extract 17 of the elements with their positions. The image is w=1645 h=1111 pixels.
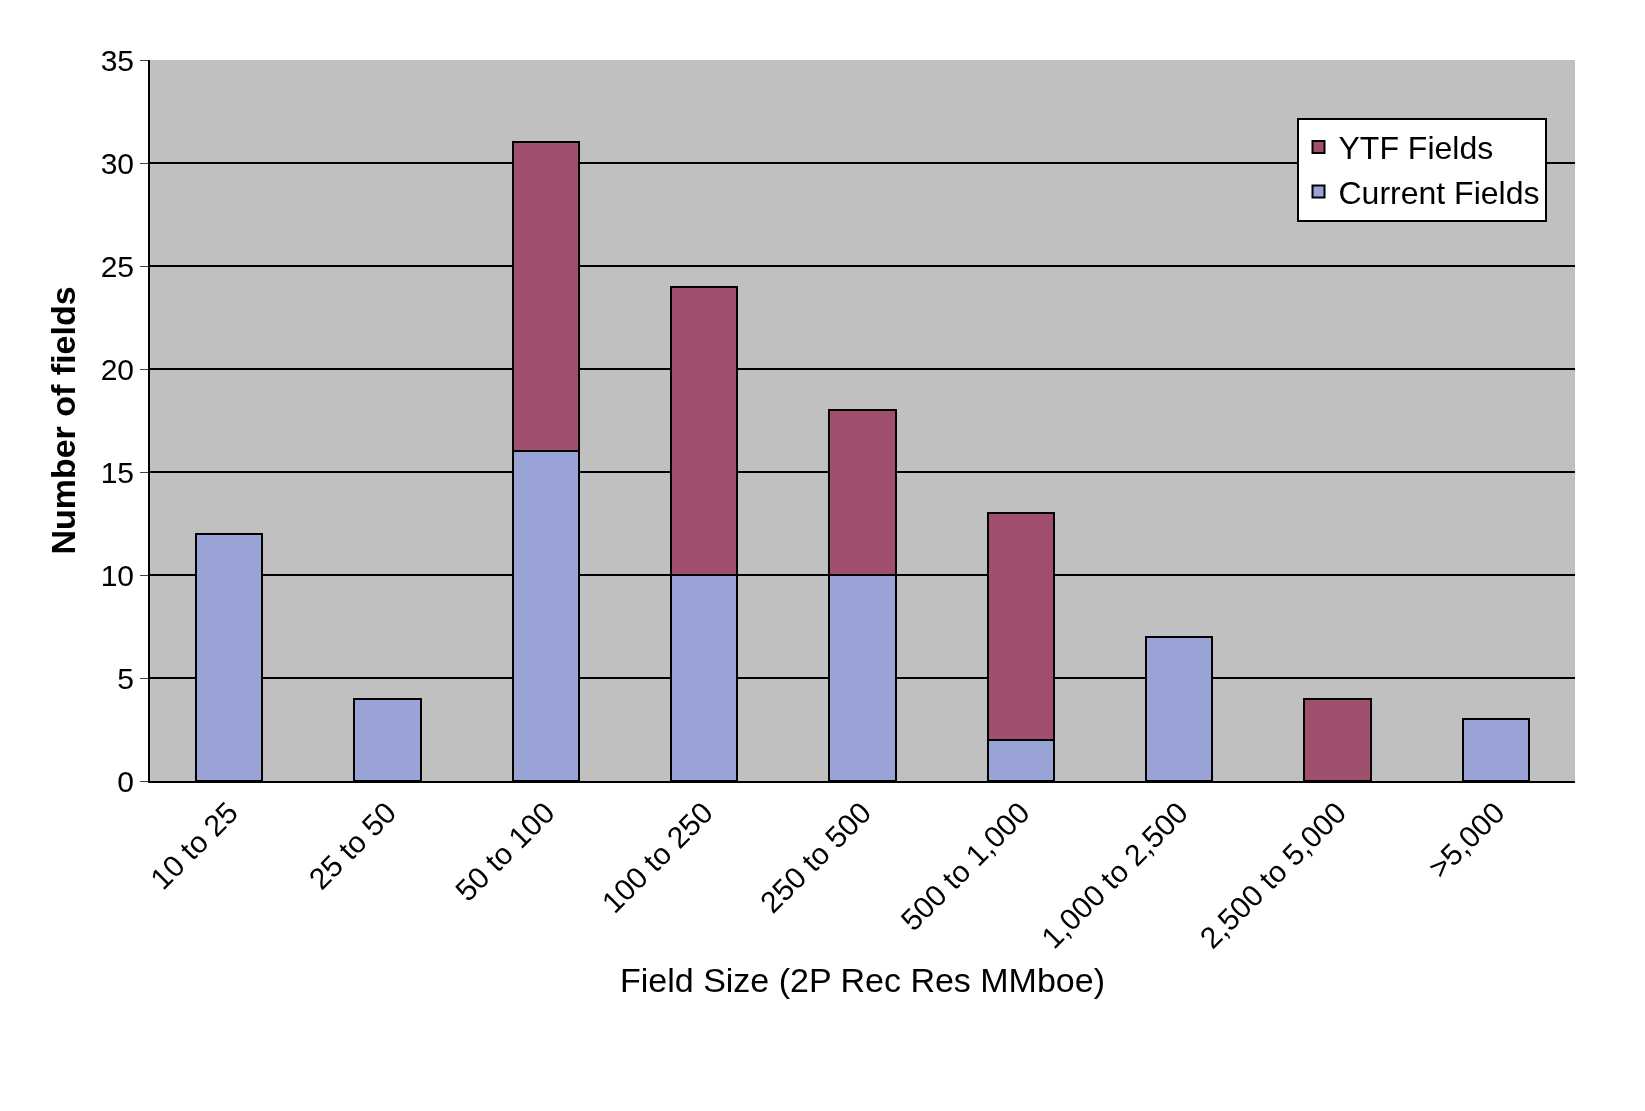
y-tick-label: 35 bbox=[100, 43, 134, 77]
y-tick-label: 25 bbox=[100, 249, 134, 283]
y-tick-label: 10 bbox=[100, 558, 134, 592]
y-tick-label: 0 bbox=[117, 764, 134, 798]
x-tick-label: 50 to 100 bbox=[448, 795, 561, 908]
legend-label: YTF Fields bbox=[1338, 130, 1494, 167]
y-axis-title: Number of fields bbox=[43, 286, 82, 555]
x-tick-label: 100 to 250 bbox=[595, 795, 720, 920]
y-tick-label: 30 bbox=[100, 146, 134, 180]
x-axis-title: Field Size (2P Rec Res MMboe) bbox=[620, 961, 1105, 1000]
x-tick-label: 25 to 50 bbox=[302, 795, 403, 896]
y-tick-label: 20 bbox=[100, 352, 134, 386]
x-tick-label: 250 to 500 bbox=[753, 795, 878, 920]
y-tick-label: 15 bbox=[100, 455, 134, 489]
legend-label: Current Fields bbox=[1338, 175, 1540, 212]
y-tick-label: 5 bbox=[117, 661, 134, 695]
x-tick-label: 10 to 25 bbox=[144, 795, 245, 896]
